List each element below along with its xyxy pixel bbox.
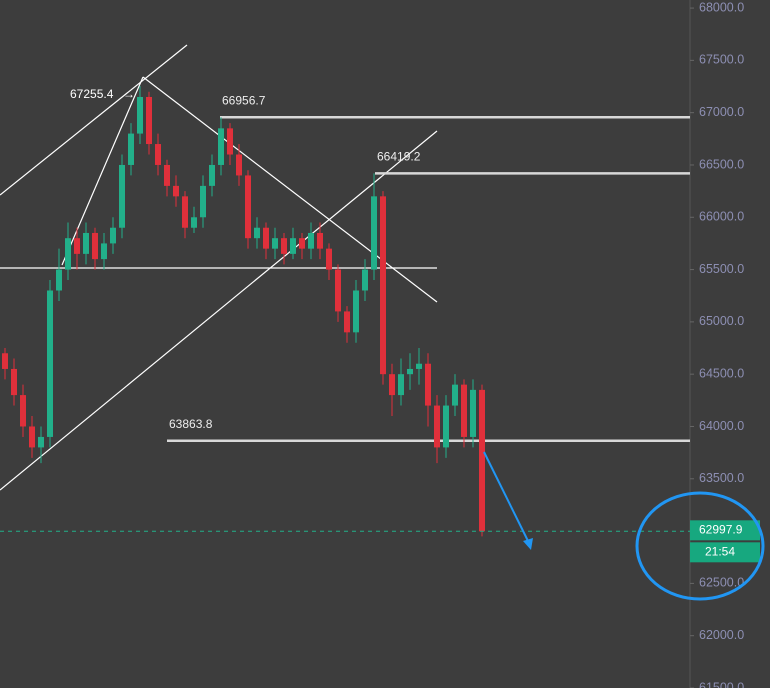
candle-body (335, 269, 341, 312)
candle-body (155, 144, 161, 165)
candle-body (290, 238, 296, 254)
candle-body (74, 238, 80, 254)
candle-body (20, 395, 26, 427)
candle-body (389, 374, 395, 396)
candle-body (11, 368, 17, 396)
y-tick-label: 63500.0 (699, 471, 744, 485)
arrow-head (523, 538, 533, 550)
candle-body (227, 128, 233, 155)
candle-body (38, 436, 44, 448)
candle-body (2, 353, 8, 369)
candle-body (263, 227, 269, 249)
y-tick-label: 62000.0 (699, 628, 744, 642)
candle-body (83, 232, 89, 254)
candle-body (452, 384, 458, 406)
candle-body (65, 238, 71, 270)
level-label: 66419.2 (377, 150, 421, 164)
candle-body (416, 363, 422, 369)
countdown-label: 21:54 (705, 544, 735, 558)
trend-line (0, 44, 188, 196)
y-tick-label: 67500.0 (699, 53, 744, 67)
candle-body (119, 164, 125, 228)
y-tick-label: 64000.0 (699, 419, 744, 433)
candle-body (254, 227, 260, 239)
candle-body (281, 238, 287, 254)
candle-body (110, 227, 116, 244)
price-tag (690, 520, 760, 541)
peak-arrow: → (123, 87, 135, 101)
candle-body (182, 196, 188, 228)
level-label: 66956.7 (222, 93, 266, 107)
y-tick-label: 67000.0 (699, 105, 744, 119)
forecast-arrow (483, 451, 530, 544)
candle-body (371, 196, 377, 270)
candle-body (317, 232, 323, 249)
y-tick-label: 68000.0 (699, 0, 744, 14)
candle-body (479, 389, 485, 532)
candle-body (407, 368, 413, 375)
candle-body (362, 269, 368, 291)
y-tick-label: 64500.0 (699, 366, 744, 380)
candle-body (353, 290, 359, 333)
candle-body (173, 185, 179, 197)
candle-body (236, 154, 242, 176)
countdown-tag (690, 542, 760, 563)
y-tick-label: 65500.0 (699, 262, 744, 276)
candle-body (164, 164, 170, 186)
candle-body (29, 426, 35, 448)
trend-line (142, 76, 438, 303)
candle-body (425, 363, 431, 406)
candle-body (218, 128, 224, 165)
trend-line (0, 130, 438, 491)
peak-label: 67255.4 (70, 87, 114, 101)
highlight-circle (635, 491, 765, 601)
candle-body (209, 164, 215, 186)
candle-body (308, 232, 314, 249)
candle-body (200, 185, 206, 218)
y-tick-label: 61500.0 (699, 680, 744, 688)
candle-body (92, 232, 98, 260)
candle-body (344, 311, 350, 333)
candle-body (461, 384, 467, 437)
trend-line (61, 76, 144, 266)
y-tick-label: 66500.0 (699, 157, 744, 171)
y-tick-label: 65000.0 (699, 314, 744, 328)
price-tag-label: 62997.9 (699, 522, 743, 536)
candle-body (299, 238, 305, 249)
candle-body (272, 238, 278, 249)
candle-body (47, 290, 53, 437)
candle-body (128, 133, 134, 165)
candle-body (56, 269, 62, 291)
candle-body (398, 374, 404, 396)
y-tick-label: 66000.0 (699, 210, 744, 224)
candle-body (191, 217, 197, 228)
candle-body (470, 389, 476, 437)
candle-body (146, 96, 152, 145)
candle-body (443, 405, 449, 448)
candle-body (101, 243, 107, 260)
y-tick-label: 62500.0 (699, 576, 744, 590)
candle-body (245, 175, 251, 239)
candle-body (137, 96, 143, 134)
candle-body (434, 405, 440, 448)
candle-body (380, 196, 386, 375)
candle-body (326, 248, 332, 270)
level-label: 63863.8 (169, 417, 213, 431)
